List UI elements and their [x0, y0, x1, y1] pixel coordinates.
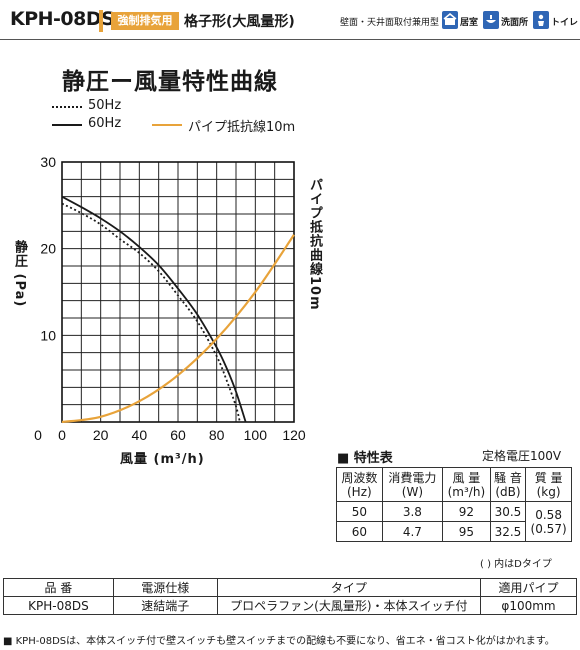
product-cell: φ100mm	[480, 596, 577, 615]
legend-swatch-50hz	[52, 106, 82, 108]
x-tick-label: 100	[244, 427, 268, 443]
y-tick-label: 30	[40, 154, 56, 170]
toilet-icon	[533, 11, 549, 29]
plot-frame	[61, 161, 295, 423]
footer-note: ■ KPH-08DSは、本体スイッチ付で壁スイッチも壁スイッチまでの配線も不要に…	[3, 636, 555, 647]
product-header: 適用パイプ	[480, 578, 577, 597]
x-axis-label: 風量 (m³/h)	[120, 452, 205, 467]
legend-label-pipe: パイプ抵抗線10m	[188, 120, 296, 135]
spec-header-airflow: 風 量 (m³/h)	[442, 467, 491, 502]
y-tick-label: 20	[40, 241, 56, 257]
spec-cell: 32.5	[489, 521, 527, 542]
origin-tick-label: 0	[34, 427, 42, 443]
rated-voltage: 定格電圧100V	[482, 449, 562, 463]
room-label-toilet: トイレ	[551, 18, 579, 28]
spec-header-frequency: 周波数 (Hz)	[336, 467, 383, 502]
x-tick-label: 20	[93, 427, 109, 443]
legend-label-50hz: 50Hz	[88, 98, 122, 113]
spec-cell: 30.5	[489, 501, 527, 522]
product-cell: KPH-08DS	[3, 596, 114, 615]
chart-title: 静圧ー風量特性曲線	[62, 69, 278, 95]
product-table: 品 番 電源仕様 タイプ 適用パイプ KPH-08DS 速結端子 プロペラファン…	[3, 578, 577, 615]
header-rule	[0, 39, 580, 40]
header-divider	[99, 10, 103, 32]
living-room-icon	[442, 11, 458, 29]
table-row: 品 番 電源仕様 タイプ 適用パイプ	[3, 578, 577, 597]
product-header: 電源仕様	[112, 578, 218, 597]
spec-cell: 50	[336, 501, 383, 522]
series-60hz-line	[61, 195, 247, 423]
x-tick-label: 120	[282, 427, 306, 443]
legend-swatch-pipe	[152, 124, 182, 126]
series-pipe-resistance-line	[61, 234, 295, 424]
spec-table: 周波数 (Hz) 消費電力 (W) 風 量 (m³/h) 騒 音 (dB) 質 量 (kg…	[336, 467, 572, 542]
legend-swatch-60hz	[52, 124, 82, 126]
pq-chart: 0 20 40 60 80 100 120 10 20 30 0	[34, 154, 306, 443]
mount-type: 壁面・天井面取付兼用型	[340, 18, 440, 28]
model-number: KPH-08DS	[10, 8, 115, 30]
series-50hz-line	[61, 202, 241, 423]
spec-title: ■ 特性表	[337, 451, 393, 466]
product-cell: 速結端子	[112, 596, 218, 615]
x-tick-label: 80	[209, 427, 225, 443]
spec-cell: 95	[442, 521, 491, 542]
table-row: 60 4.7 95 32.5	[336, 521, 572, 542]
legend-label-60hz: 60Hz	[88, 116, 122, 131]
product-cell: プロペラファン(大風量形)・本体スイッチ付	[216, 596, 482, 615]
usage-badge: 強制排気用	[111, 12, 179, 30]
spec-cell: 4.7	[381, 521, 444, 542]
grille-type: 格子形(大風量形)	[184, 14, 295, 30]
spec-cell: 92	[442, 501, 491, 522]
table-row: 50 3.8 92 30.5 0.58 (0.57)	[336, 501, 572, 542]
spec-header-power: 消費電力 (W)	[381, 467, 444, 502]
pipe-curve-label: パイプ抵抗曲線10m	[307, 178, 322, 311]
product-header: 品 番	[3, 578, 114, 597]
spec-header-mass: 質 量 (kg)	[525, 467, 572, 502]
room-label-living: 居室	[460, 18, 479, 28]
spec-header-noise: 騒 音 (dB)	[489, 467, 527, 502]
x-tick-label: 40	[132, 427, 148, 443]
spec-note: ( ) 内はDタイプ	[480, 559, 552, 570]
y-axis-label: 静圧 (Pa)	[12, 240, 27, 308]
washroom-icon	[483, 11, 499, 29]
spec-cell-mass: 0.58 (0.57)	[525, 501, 572, 542]
product-header: タイプ	[216, 578, 482, 597]
x-tick-label: 0	[58, 427, 66, 443]
spec-cell: 3.8	[381, 501, 444, 522]
x-tick-label: 60	[170, 427, 186, 443]
spec-cell: 60	[336, 521, 383, 542]
table-row: KPH-08DS 速結端子 プロペラファン(大風量形)・本体スイッチ付 φ100…	[3, 596, 577, 615]
page-header: KPH-08DS 強制排気用 格子形(大風量形) 壁面・天井面取付兼用型 居室 …	[0, 0, 580, 40]
room-label-washroom: 洗面所	[501, 18, 529, 28]
y-tick-label: 10	[40, 327, 56, 343]
